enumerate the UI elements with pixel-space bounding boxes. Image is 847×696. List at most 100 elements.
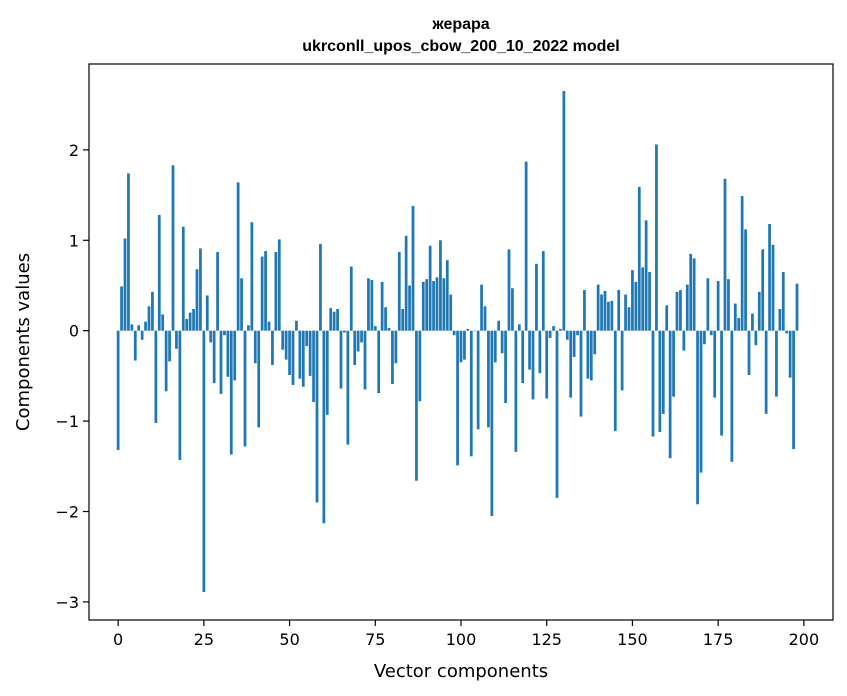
bar-49: [284, 330, 288, 360]
bar-109: [490, 330, 494, 517]
bar-122: [535, 263, 538, 331]
bar-7: [140, 330, 144, 340]
bar-45: [271, 330, 274, 366]
bar-84: [404, 235, 408, 331]
bar-164: [679, 290, 682, 331]
bar-169: [696, 330, 699, 505]
bar-75: [373, 326, 377, 331]
bar-92: [432, 280, 435, 331]
bar-184: [747, 330, 751, 375]
bar-61: [325, 330, 329, 415]
bar-121: [531, 330, 535, 400]
bar-26: [205, 295, 209, 331]
y-tick-label-2: −1: [55, 412, 79, 431]
bar-83: [401, 309, 405, 331]
bar-198: [795, 283, 799, 331]
bar-97: [449, 294, 453, 331]
x-tick-label-150: 150: [617, 630, 648, 649]
bar-125: [545, 330, 549, 399]
bar-143: [607, 301, 610, 331]
y-tick-label-5: 2: [69, 141, 79, 160]
bar-197: [792, 330, 795, 450]
bar-104: [473, 330, 477, 332]
bar-60: [322, 330, 326, 524]
bar-65: [339, 330, 343, 389]
bar-31: [223, 330, 226, 336]
bar-132: [569, 330, 573, 398]
bar-41: [257, 330, 261, 428]
bar-42: [260, 256, 264, 331]
bar-78: [384, 307, 387, 331]
bar-155: [648, 271, 651, 331]
bar-141: [600, 294, 603, 331]
y-axis-ticks: −3 −2 −1 0 1 2: [55, 141, 89, 612]
bar-73: [367, 278, 370, 331]
bar-129: [559, 328, 562, 331]
bar-123: [538, 330, 542, 374]
bar-9: [147, 306, 151, 331]
bar-2: [123, 238, 127, 331]
bar-112: [500, 330, 504, 354]
bar-173: [709, 330, 713, 336]
bar-0: [116, 330, 120, 451]
bar-35: [236, 182, 240, 331]
bar-20: [185, 318, 189, 331]
bar-177: [723, 178, 727, 331]
x-tick-label-75: 75: [365, 630, 385, 649]
bar-80: [391, 330, 394, 385]
x-tick-label-125: 125: [531, 630, 562, 649]
bar-116: [514, 330, 518, 452]
bar-133: [572, 330, 576, 357]
bar-38: [247, 325, 250, 331]
bar-124: [541, 251, 545, 331]
y-tick-label-3: 0: [69, 322, 79, 341]
bar-144: [610, 300, 614, 331]
x-tick-label-0: 0: [113, 630, 123, 649]
bar-87: [415, 330, 418, 481]
bars-group: [116, 91, 799, 592]
bar-167: [689, 253, 693, 331]
bar-76: [377, 330, 381, 394]
bar-72: [363, 330, 367, 390]
bar-105: [476, 330, 480, 430]
bar-25: [202, 330, 206, 592]
bar-192: [775, 330, 778, 397]
bar-1: [120, 286, 123, 331]
bar-71: [360, 330, 363, 343]
bar-54: [301, 330, 305, 387]
bar-99: [456, 330, 459, 466]
x-axis-ticks: 0 25 50 75 100 125 150 175 200: [113, 620, 819, 649]
bar-98: [452, 330, 456, 336]
bar-43: [264, 251, 267, 331]
x-tick-label-200: 200: [789, 630, 820, 649]
bar-93: [435, 277, 439, 331]
bar-130: [562, 91, 566, 331]
bar-108: [487, 330, 490, 428]
bar-23: [195, 269, 199, 331]
bar-181: [737, 318, 741, 331]
bar-106: [480, 284, 483, 331]
bar-70: [356, 330, 360, 352]
chart-subtitle: ukrconll_upos_cbow_200_10_2022 model: [302, 38, 619, 55]
bar-113: [504, 330, 507, 404]
bar-162: [672, 330, 675, 397]
bar-135: [579, 330, 583, 417]
bar-64: [336, 309, 339, 331]
bar-145: [613, 330, 617, 432]
bar-111: [497, 320, 501, 331]
bar-176: [720, 330, 723, 436]
bar-14: [164, 330, 168, 392]
bar-50: [288, 330, 291, 375]
bar-66: [343, 330, 346, 333]
bar-13: [161, 314, 165, 331]
bar-117: [517, 324, 521, 331]
bar-161: [668, 330, 672, 459]
bar-153: [641, 267, 645, 331]
bar-148: [624, 294, 627, 331]
bar-11: [154, 330, 158, 423]
bar-120: [528, 330, 531, 370]
bar-24: [199, 248, 202, 331]
bar-152: [637, 186, 641, 331]
bar-86: [411, 205, 415, 331]
